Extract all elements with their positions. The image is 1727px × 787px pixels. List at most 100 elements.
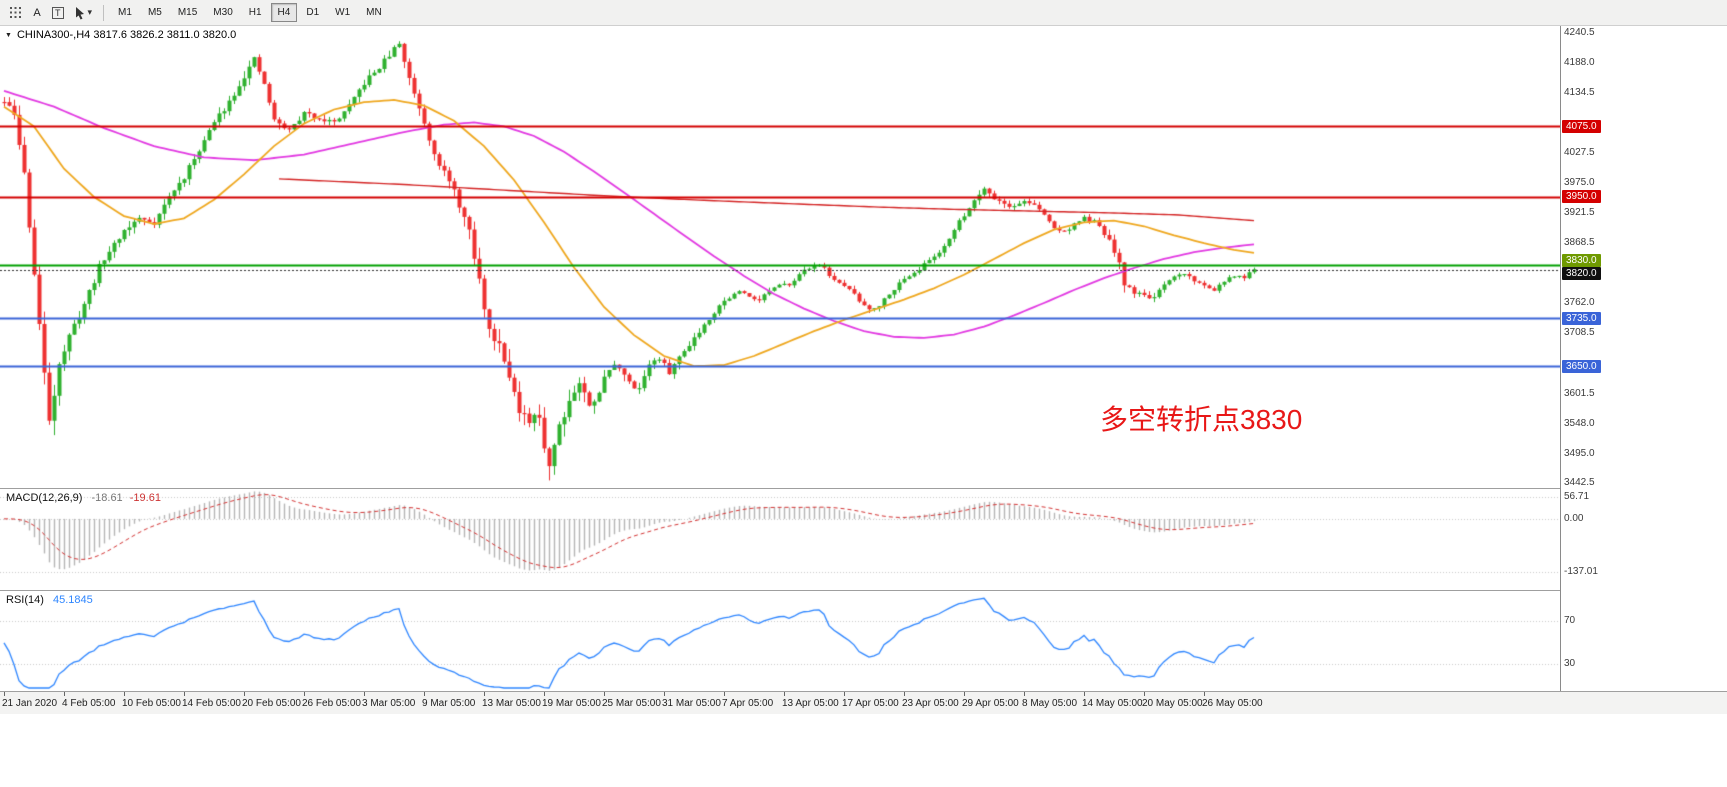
price-tick: 3975.0 [1564,176,1595,188]
macd-axis-label: -137.01 [1564,566,1598,578]
time-tick [1024,692,1025,696]
timeframe-h4-button[interactable]: H4 [270,3,298,22]
price-tag-3950.0: 3950.0 [1562,190,1601,204]
grid-icon [10,7,21,18]
timeframe-mn-button[interactable]: MN [366,7,382,18]
macd-name: MACD(12,26,9) [6,492,83,504]
time-label: 14 Feb 05:00 [182,698,241,709]
timeframe-m5-button[interactable]: M5 [147,7,162,18]
time-tick [664,692,665,696]
text-tool-button[interactable]: T [47,3,69,23]
macd-axis-label: 56.71 [1564,490,1590,502]
time-label: 14 May 05:00 [1082,698,1143,709]
price-tag-3650.0: 3650.0 [1562,359,1601,373]
time-label: 20 May 05:00 [1142,698,1203,709]
time-tick [304,692,305,696]
time-label: 8 May 05:00 [1022,698,1078,709]
time-label: 9 Mar 05:00 [422,698,476,709]
cursor-icon [75,6,84,19]
timeframe-m15-button[interactable]: M15 [177,7,198,18]
annotation-text: 多空转折点3830 [1100,404,1303,435]
price-axis[interactable]: 4240.5 4188.0 4134.5 4027.5 3975.0 3921.5 3868… [1560,26,1727,691]
cursor-dropdown-button[interactable]: ▾ [69,3,98,23]
time-label: 21 Jan 2020 [2,698,58,709]
price-tag-3820.0: 3820.0 [1562,267,1601,281]
price-tick: 3442.5 [1564,477,1595,489]
time-label: 26 Feb 05:00 [302,698,361,709]
time-label: 3 Mar 05:00 [362,698,416,709]
time-label: 23 Apr 05:00 [902,698,959,709]
time-tick [484,692,485,696]
time-label: 4 Feb 05:00 [62,698,116,709]
price-tick: 3762.0 [1564,296,1595,308]
timeframe-w1-button[interactable]: W1 [335,7,351,18]
price-tick: 4188.0 [1564,56,1595,68]
time-tick [424,692,425,696]
timeframe-h1-button[interactable]: H1 [248,7,262,18]
rsi-name: RSI(14) [6,594,44,606]
time-label: 25 Mar 05:00 [602,698,661,709]
macd-axis-label: 0.00 [1564,512,1584,524]
price-tick: 3921.5 [1564,207,1595,218]
rsi-panel-canvas[interactable] [0,591,1560,691]
time-label: 13 Apr 05:00 [782,698,839,709]
time-tick [364,692,365,696]
time-tick [724,692,725,696]
time-label: 29 Apr 05:00 [962,698,1019,709]
time-label: 26 May 05:00 [1202,698,1263,709]
timeframe-group: M1 M5 M15 M30 H1 H4 D1 W1 MN [110,3,390,22]
toolbar-separator [103,4,105,21]
symbol-ohlc-line: ▼ CHINA300-,H4 3817.6 3826.2 3811.0 3820… [5,29,236,41]
panel-separator [0,488,1727,489]
main-chart-canvas[interactable] [0,26,1560,488]
price-tick: 3495.0 [1564,447,1595,459]
collapse-triangle-icon[interactable]: ▼ [5,31,12,39]
time-tick [784,692,785,696]
rsi-axis-label: 70 [1564,615,1576,626]
price-tick: 3548.0 [1564,417,1595,429]
annotation-a-button[interactable]: A [27,3,47,23]
time-tick [844,692,845,696]
panel-separator [0,590,1727,591]
time-label: 19 Mar 05:00 [542,698,601,709]
time-axis[interactable]: 21 Jan 2020 4 Feb 05:00 10 Feb 05:00 14 Feb… [0,691,1727,714]
time-tick [1204,692,1205,696]
time-tick [4,692,5,696]
time-tick [604,692,605,696]
time-label: 7 Apr 05:00 [722,698,774,709]
symbol-ohlc-text: CHINA300-,H4 3817.6 3826.2 3811.0 3820.0 [16,29,237,41]
time-label: 31 Mar 05:00 [662,698,721,709]
time-label: 20 Feb 05:00 [242,698,301,709]
macd-value-1: -18.61 [91,492,123,504]
chart-area: ▼ CHINA300-,H4 3817.6 3826.2 3811.0 3820… [0,26,1727,787]
price-tag-4075.0: 4075.0 [1562,119,1601,133]
rsi-value: 45.1845 [52,594,93,606]
macd-panel-canvas[interactable] [0,489,1560,590]
time-tick [904,692,905,696]
time-tick [184,692,185,696]
timeframe-m1-button[interactable]: M1 [118,7,132,18]
price-tick: 4027.5 [1564,147,1595,159]
letter-a-label: A [33,6,41,19]
chevron-down-icon: ▾ [87,7,93,17]
time-tick [124,692,125,696]
price-tag-3735.0: 3735.0 [1562,311,1601,325]
grid-icon-button[interactable] [4,3,27,23]
price-tag-3830.0: 3830.0 [1562,254,1601,268]
time-tick [244,692,245,696]
timeframe-m30-button[interactable]: M30 [213,7,233,18]
time-label: 17 Apr 05:00 [842,698,899,709]
toolbar: A T ▾ M1 M5 M15 M30 H1 H4 D1 W1 MN [0,0,1727,26]
price-tick: 4240.5 [1564,27,1595,39]
timeframe-d1-button[interactable]: D1 [306,7,320,18]
macd-value-2: -19.61 [129,492,161,504]
rsi-label: RSI(14) 45.1845 [6,594,93,606]
price-tick: 4134.5 [1564,86,1595,98]
time-tick [964,692,965,696]
price-tick: 3868.5 [1564,236,1595,248]
time-tick [544,692,545,696]
time-label: 13 Mar 05:00 [482,698,541,709]
text-tool-icon: T [52,6,64,19]
time-tick [64,692,65,696]
